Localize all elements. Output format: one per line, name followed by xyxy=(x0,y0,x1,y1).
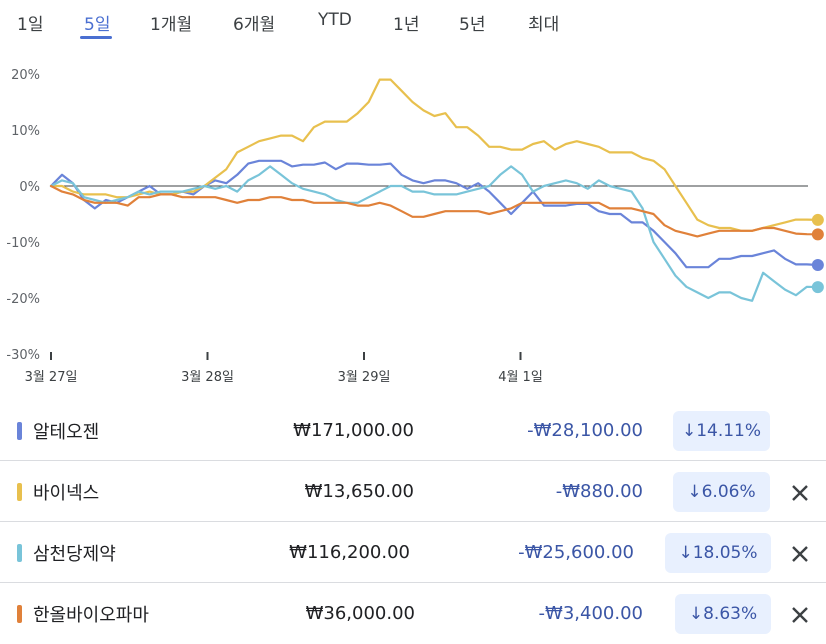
y-tick-label: 20% xyxy=(11,68,40,83)
series-end-point-3 xyxy=(811,228,824,241)
price-change: -₩880.00 xyxy=(555,481,643,502)
series-swatch xyxy=(17,605,22,623)
percent-change-badge: ↓ 6.06% xyxy=(673,472,770,512)
stock-price: ₩13,650.00 xyxy=(304,481,414,502)
series-end-point-2 xyxy=(811,281,824,294)
y-tick-label: 0% xyxy=(19,180,40,195)
arrow-down-icon: ↓ xyxy=(688,604,704,624)
stock-name: 한올바이오파마 xyxy=(33,605,149,626)
tab-6m[interactable]: 6개월 xyxy=(233,15,276,35)
x-tick-label: 4월 1일 xyxy=(498,370,543,385)
stock-name: 바이넥스 xyxy=(33,483,100,504)
series-swatch xyxy=(17,483,22,501)
percent-change-badge: ↓ 14.11% xyxy=(673,411,770,451)
series-line-1 xyxy=(49,78,820,232)
stock-price: ₩36,000.00 xyxy=(305,603,415,624)
y-tick-label: -20% xyxy=(6,292,40,307)
tab-1m[interactable]: 1개월 xyxy=(150,15,193,35)
stock-name: 삼천당제약 xyxy=(33,544,116,565)
tab-1d[interactable]: 1일 xyxy=(17,15,44,35)
series-swatch xyxy=(17,422,22,440)
list-item-vaiv[interactable]: 바이넥스 ₩13,650.00 -₩880.00 ↓ 6.06% xyxy=(0,461,826,522)
stock-name: 알테오젠 xyxy=(33,422,100,443)
series-line-3 xyxy=(49,184,820,238)
series-end-point-1 xyxy=(811,213,824,226)
arrow-down-icon: ↓ xyxy=(678,543,693,563)
remove-icon[interactable] xyxy=(788,481,812,505)
tab-1y[interactable]: 1년 xyxy=(393,15,420,35)
percent-change-value: 18.05% xyxy=(692,543,758,563)
percent-change-value: 6.06% xyxy=(701,482,756,502)
percent-change-value: 8.63% xyxy=(703,604,758,624)
series-line-2 xyxy=(49,165,820,302)
tab-max[interactable]: 최대 xyxy=(528,15,560,35)
x-tick-label: 3월 27일 xyxy=(25,370,78,385)
price-change: -₩25,600.00 xyxy=(518,542,634,563)
x-tick-label: 3월 28일 xyxy=(181,370,234,385)
y-tick-label: -10% xyxy=(6,236,40,251)
row-divider xyxy=(0,521,826,522)
price-change: -₩3,400.00 xyxy=(538,603,643,624)
x-tick-label: 3월 29일 xyxy=(338,370,391,385)
tab-5d[interactable]: 5일 xyxy=(84,15,111,35)
percent-change-badge: ↓ 8.63% xyxy=(675,594,771,634)
remove-icon[interactable] xyxy=(788,542,812,566)
series-swatch xyxy=(17,544,22,562)
y-tick-label: 10% xyxy=(11,124,40,139)
arrow-down-icon: ↓ xyxy=(687,482,702,502)
tab-5y[interactable]: 5년 xyxy=(459,15,486,35)
comparison-line-chart[interactable]: 20% 10% 0% -10% -20% -30% 3월 27일 3월 28일 3월 29일 4월… xyxy=(0,56,826,390)
list-item-hanall[interactable]: 한올바이오파마 ₩36,000.00 -₩3,400.00 ↓ 8.63% xyxy=(0,583,826,644)
arrow-down-icon: ↓ xyxy=(681,421,697,441)
percent-change-value: 14.11% xyxy=(696,421,762,441)
y-tick-label: -30% xyxy=(6,348,40,363)
active-tab-indicator xyxy=(80,36,112,39)
list-item-alteogen[interactable]: 알테오젠 ₩171,000.00 -₩28,100.00 ↓ 14.11% xyxy=(0,400,826,461)
price-change: -₩28,100.00 xyxy=(527,420,643,441)
row-divider xyxy=(0,460,826,461)
range-tabs: 1일 5일 1개월 6개월 YTD 1년 5년 최대 xyxy=(0,0,826,44)
percent-change-badge: ↓ 18.05% xyxy=(665,533,771,573)
tab-ytd[interactable]: YTD xyxy=(318,10,352,30)
list-item-samchundang[interactable]: 삼천당제약 ₩116,200.00 -₩25,600.00 ↓ 18.05% xyxy=(0,522,826,583)
stock-price: ₩171,000.00 xyxy=(293,420,414,441)
stock-price: ₩116,200.00 xyxy=(289,542,410,563)
remove-icon[interactable] xyxy=(788,603,812,627)
row-divider xyxy=(0,582,826,583)
series-end-point-0 xyxy=(811,258,824,271)
